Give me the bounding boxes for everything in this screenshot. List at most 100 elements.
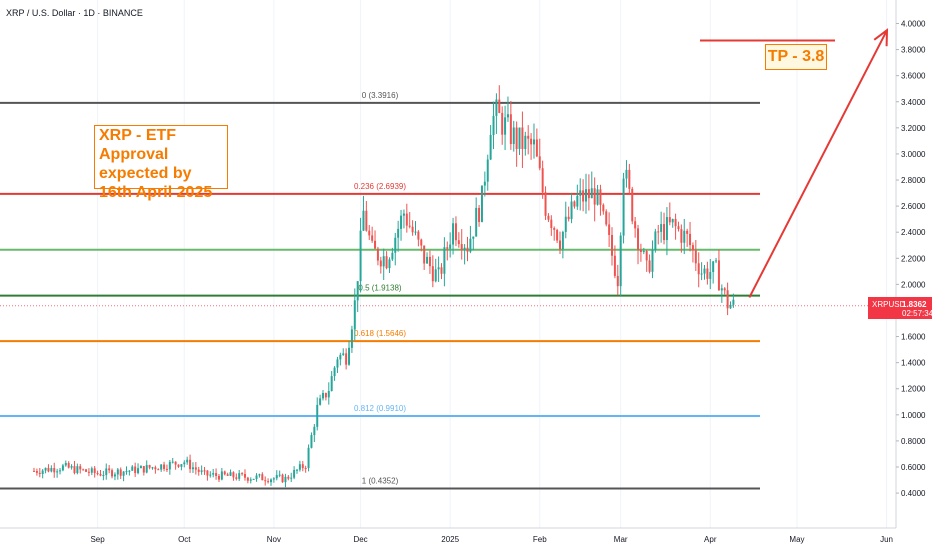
candle-body: [457, 240, 460, 245]
projection-arrow-line: [748, 29, 888, 298]
fib-level-label: 0.5 (1.9138): [358, 284, 401, 293]
candle-body: [639, 249, 642, 253]
candle-body: [374, 240, 377, 249]
candle-body: [102, 475, 105, 477]
candle-body: [729, 304, 732, 309]
candle-body: [541, 168, 544, 193]
candle-body: [697, 263, 700, 275]
candle-body: [272, 478, 275, 480]
price-tick-label: 0.4000: [901, 489, 926, 498]
candle-body: [547, 215, 550, 220]
candle-body: [703, 268, 706, 274]
candle-body: [252, 478, 255, 480]
candle-body: [163, 464, 166, 469]
candle-body: [194, 467, 197, 470]
candle-body: [709, 272, 712, 279]
candle-body: [339, 354, 342, 360]
candle-body: [255, 475, 258, 479]
candle-body: [151, 467, 154, 469]
candle-body: [137, 468, 140, 474]
candle-body: [212, 473, 215, 475]
candle-body: [397, 228, 400, 238]
candle-body: [145, 465, 148, 473]
candle-body: [509, 114, 512, 145]
candle-body: [654, 231, 657, 250]
price-badge-symbol: XRPUSD: [872, 300, 906, 309]
candle-body: [402, 213, 405, 216]
candle-body: [550, 219, 553, 229]
candle-body: [359, 230, 362, 282]
candle-body: [113, 474, 116, 477]
candle-body: [535, 139, 538, 157]
candle-body: [362, 210, 365, 231]
candle-body: [498, 99, 501, 113]
candle-body: [512, 127, 515, 145]
candle-body: [220, 471, 223, 480]
candle-body: [391, 252, 394, 260]
candle-body: [298, 464, 301, 470]
candle-body: [131, 466, 134, 471]
candle-body: [180, 464, 183, 467]
candle-body: [674, 218, 677, 227]
candle-body: [506, 114, 509, 118]
candle-body: [157, 469, 160, 471]
candle-body: [304, 468, 307, 470]
fib-level-label: 0.236 (2.6939): [354, 182, 406, 191]
candle-body: [209, 474, 212, 476]
candle-body: [385, 256, 388, 269]
candle-body: [532, 139, 535, 145]
candle-body: [677, 226, 680, 230]
candle-body: [67, 463, 70, 468]
candle-body: [686, 230, 689, 234]
candle-body: [596, 189, 599, 205]
candle-body: [269, 479, 272, 483]
candle-body: [665, 217, 668, 241]
time-tick-label: 2025: [441, 535, 459, 544]
candle-body: [573, 201, 576, 207]
candle-body: [215, 473, 218, 476]
candle-body: [400, 215, 403, 229]
candle-body: [376, 248, 379, 261]
candle-body: [105, 468, 108, 476]
candle-body: [515, 127, 518, 149]
candle-body: [82, 469, 85, 471]
candle-body: [683, 230, 686, 243]
candle-body: [336, 359, 339, 368]
candle-body: [608, 224, 611, 235]
candle-body: [446, 247, 449, 249]
candle-body: [342, 353, 345, 355]
candle-body: [706, 268, 709, 279]
candle-body: [174, 461, 177, 465]
candle-body: [717, 260, 720, 291]
candle-body: [449, 244, 452, 249]
candle-body: [96, 473, 99, 475]
candle-body: [226, 474, 229, 476]
candle-body: [423, 245, 426, 264]
price-tick-label: 3.0000: [901, 150, 926, 159]
candle-body: [454, 223, 457, 241]
candle-body: [56, 471, 59, 473]
time-tick-label: Mar: [614, 535, 628, 544]
candle-body: [238, 473, 241, 479]
candle-body: [241, 473, 244, 475]
candle-body: [206, 470, 209, 476]
time-tick-label: Feb: [533, 535, 547, 544]
price-badge-value: 1.8362: [902, 300, 927, 309]
candle-body: [50, 468, 53, 472]
price-tick-label: 1.0000: [901, 411, 926, 420]
candle-body: [426, 256, 429, 264]
candle-body: [408, 225, 411, 227]
candle-body: [284, 476, 287, 483]
candle-body: [301, 464, 304, 469]
candle-body: [689, 233, 692, 246]
candle-body: [330, 376, 333, 392]
candle-body: [564, 216, 567, 232]
candle-body: [59, 470, 62, 472]
candle-body: [732, 299, 735, 305]
candle-body: [599, 189, 602, 205]
candle-body: [186, 459, 189, 463]
candle-body: [142, 466, 145, 473]
candle-body: [417, 231, 420, 240]
